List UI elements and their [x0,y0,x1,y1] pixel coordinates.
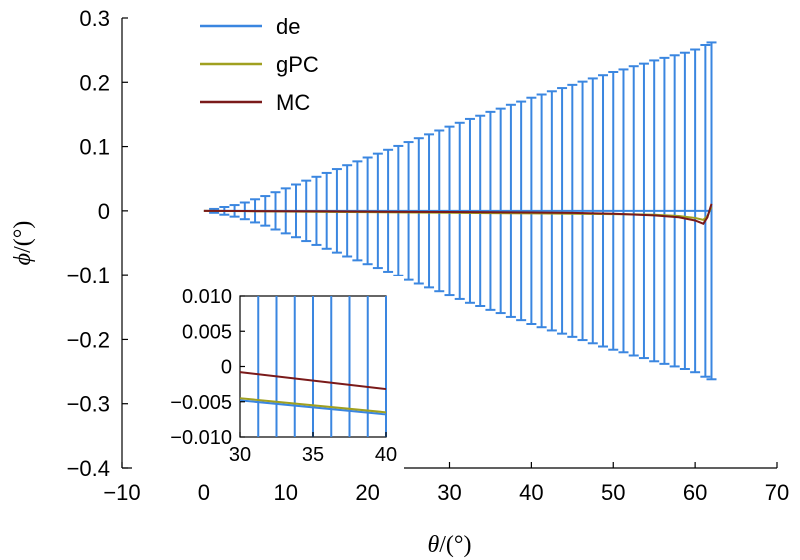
legend-label-de: de [276,14,300,39]
inset-y-tick-label: −0.005 [170,392,232,414]
x-tick-label: 30 [437,480,461,505]
y-tick-label: 0 [98,199,110,224]
y-tick-label: 0.2 [79,70,110,95]
y-tick-label: −0.2 [67,327,110,352]
y-tick-label: 0.1 [79,135,110,160]
inset-x-tick-label: 40 [375,444,397,466]
legend: de gPC MC [200,14,319,115]
inset-y-tick-label: 0.010 [182,286,232,308]
y-tick-label: 0.3 [79,6,110,31]
y-axis-label-symbol: ϕ [10,253,36,265]
gpc-line [203,206,713,221]
x-tick-label: 20 [355,480,379,505]
y-tick-label: −0.1 [67,263,110,288]
inset-mc-line [239,371,387,391]
inset-x-tick-label: 35 [302,444,324,466]
inset-x-tick-label: 30 [229,444,251,466]
y-axis-label-unit: /(°) [10,221,36,253]
x-axis-label-unit: /(°) [439,532,471,558]
x-tick-label: 50 [601,480,625,505]
y-tick-label: −0.3 [67,392,110,417]
inset-de-line [239,399,387,416]
y-tick-label: −0.4 [67,456,110,481]
x-tick-label: 0 [198,480,210,505]
y-axis-label: ϕ/(°) [10,221,36,266]
x-tick-label: −10 [103,480,140,505]
x-tick-label: 10 [274,480,298,505]
inset-y-tick-label: 0.005 [182,321,232,343]
x-axis-label: θ/(°) [427,532,471,558]
main-plot-area: −10 0 10 20 30 40 50 60 70 −0.4 −0.3 −0.2 −0.1 0 0.1 0.… [10,6,789,558]
mc-line [203,203,713,225]
legend-label-mc: MC [276,90,310,115]
x-axis-label-symbol: θ [427,532,439,558]
inset-background [132,276,404,477]
inset-y-tick-label: 0 [221,357,232,379]
legend-label-gpc: gPC [276,52,319,77]
x-tick-label: 40 [519,480,543,505]
x-tick-label: 70 [765,480,789,505]
inset-plot: −0.010 −0.005 0 0.005 0.010 30 35 40 [132,276,404,477]
inset-y-tick-label: −0.010 [170,427,232,449]
inset-gpc-line [239,397,387,414]
x-tick-label: 60 [683,480,707,505]
